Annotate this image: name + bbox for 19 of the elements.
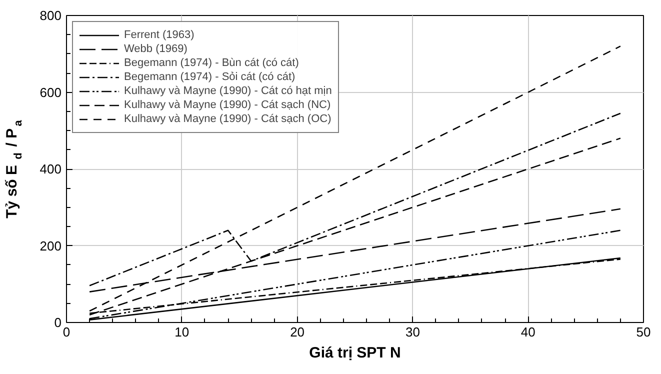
y-tick-label: 800 xyxy=(40,8,62,23)
x-tick-label: 30 xyxy=(405,324,420,340)
y-axis-title: Tỷ số Ed / Pa xyxy=(4,119,24,218)
legend-label: Kulhawy và Mayne (1990) - Cát có hạt mịn xyxy=(124,84,332,98)
x-tick-label: 50 xyxy=(636,324,651,340)
legend-label: Begemann (1974) - Sỏi cát (có cát) xyxy=(124,70,296,84)
legend-label: Begemann (1974) - Bùn cát (có cát) xyxy=(124,56,299,70)
x-tick-label: 20 xyxy=(290,324,305,340)
x-tick-label: 10 xyxy=(174,324,190,340)
y-tick-label: 0 xyxy=(54,315,62,330)
x-tick-label: 40 xyxy=(520,324,536,340)
legend-label: Webb (1969) xyxy=(124,42,188,56)
legend-label: Kulhawy và Mayne (1990) - Cát sạch (NC) xyxy=(124,98,331,112)
legend-label: Ferrent (1963) xyxy=(124,28,194,42)
y-tick-label: 600 xyxy=(40,84,62,100)
x-axis-title: Giá trị SPT N xyxy=(309,344,401,362)
y-tick-label: 400 xyxy=(40,162,62,176)
legend-label: Kulhawy và Mayne (1990) - Cát sạch (OC) xyxy=(124,112,332,126)
y-tick-label: 200 xyxy=(40,238,62,254)
